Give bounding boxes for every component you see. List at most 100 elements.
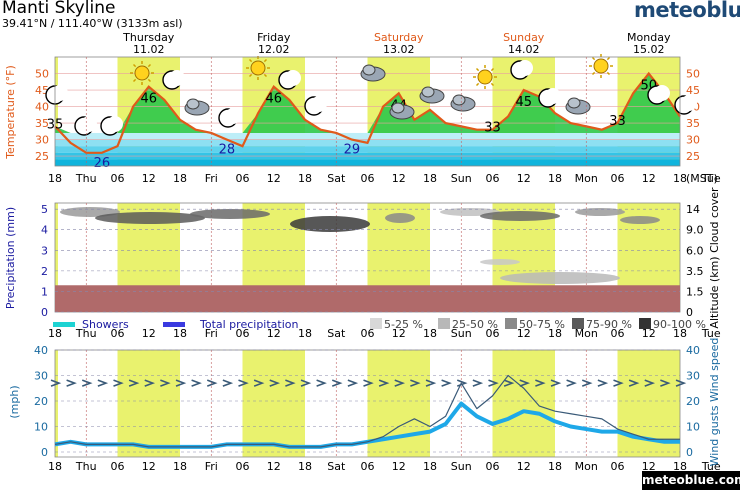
panel-frame (54, 56, 681, 167)
cloud-cover-blob (575, 208, 625, 216)
temperature-tick-left: 40 (35, 101, 49, 114)
time-tick-label: 18 (298, 172, 312, 185)
cloud-cover-legend-label: 75-90 % (586, 318, 632, 331)
wind-direction-arrow (128, 379, 140, 387)
footer-link[interactable]: meteoblue.com (642, 471, 740, 490)
day-date-label: 13.02 (383, 43, 415, 56)
time-tick-label: 12 (142, 172, 156, 185)
day-date-label: 12.02 (258, 43, 290, 56)
day-name-label: Sunday (503, 31, 545, 44)
time-tick-label: Tue (701, 172, 721, 185)
cloud-cover-blob (190, 209, 270, 219)
wind-direction-arrow (238, 379, 249, 387)
moon-icon (647, 85, 670, 105)
wind-direction-arrow (644, 379, 656, 387)
precip-tick-left: 1 (41, 285, 48, 298)
wind-direction-arrow (581, 379, 593, 387)
time-tick-label: 12 (642, 327, 656, 340)
time-tick-label: 12 (142, 327, 156, 340)
wind-direction-arrow (597, 379, 609, 387)
low-cloud-band (55, 285, 680, 312)
sun-cloud-icon (589, 54, 613, 78)
wind-direction-arrow (300, 379, 312, 387)
cloud-cover-blob (290, 216, 370, 232)
temperature-value-label: 33 (484, 121, 501, 136)
cloud-cover-blob (500, 272, 620, 284)
temperature-value-label: 45 (515, 95, 532, 110)
temperature-value-label: 28 (219, 143, 236, 158)
time-tick-label: 06 (111, 460, 125, 473)
location-coordinates: 39.41°N / 111.40°W (3133m asl) (2, 17, 183, 30)
total-precip-legend-swatch (163, 322, 185, 327)
cloud-icon (419, 86, 445, 104)
time-tick-label: 18 (673, 460, 687, 473)
wind-direction-arrow (191, 379, 202, 387)
daylight-band (492, 350, 555, 457)
time-tick-label: 18 (423, 460, 437, 473)
wind-tick-right: 0 (686, 446, 693, 459)
cloud-cover-legend-label: 5-25 % (384, 318, 423, 331)
total-precip-legend-label: Total precipitation (199, 318, 299, 331)
temperature-tick-right: 50 (686, 68, 700, 81)
time-tick-label: 12 (517, 327, 531, 340)
time-tick-label: 18 (48, 460, 62, 473)
page-title: Manti Skyline (2, 0, 116, 18)
temperature-axis-label: Temperature (°F) (4, 65, 17, 160)
cloud-cover-blob (95, 212, 205, 224)
wind-tick-right: 10 (686, 421, 700, 434)
wind-right-axis-label: Wind gusts Wind speed (708, 338, 721, 467)
time-tick-label: 18 (423, 327, 437, 340)
cloud-cover-legend-label: 25-50 % (452, 318, 498, 331)
wind-direction-arrow (394, 379, 406, 387)
cloud-cover-legend-swatch (572, 318, 584, 329)
wind-direction-arrow (566, 379, 577, 387)
wind-direction-arrow (81, 379, 93, 387)
time-tick-label: Mon (575, 327, 598, 340)
wind-direction-arrow (331, 379, 343, 387)
temperature-tick-left: 50 (35, 68, 49, 81)
wind-direction-arrow (285, 379, 296, 387)
cloud-cover-legend-swatch (639, 318, 651, 329)
time-tick-label: Sat (327, 172, 346, 185)
moon-icon (45, 85, 68, 105)
time-tick-label: 12 (517, 172, 531, 185)
time-tick-label: 06 (611, 460, 625, 473)
day-name-label: Thursday (122, 31, 175, 44)
temperature-tick-right: 45 (686, 84, 700, 97)
day-date-label: 11.02 (133, 43, 165, 56)
wind-direction-arrow (222, 379, 234, 387)
daylight-band (55, 350, 58, 457)
wind-direction-arrow (472, 379, 484, 387)
daylight-band (242, 350, 305, 457)
temperature-line (54, 71, 681, 154)
cloud-cover-legend-label: 90-100 % (653, 318, 706, 331)
wind-direction-arrow (425, 379, 437, 387)
time-tick-label: 18 (48, 172, 62, 185)
wind-direction-arrow (66, 379, 77, 387)
wind-direction-arrow (675, 379, 687, 387)
time-tick-label: 12 (267, 327, 281, 340)
time-tick-label: 12 (517, 460, 531, 473)
time-tick-label: 06 (486, 172, 500, 185)
time-tick-label: Thu (75, 327, 97, 340)
temperature-tick-left: 25 (35, 150, 49, 163)
moon-icon (218, 108, 241, 128)
moon-icon (278, 70, 301, 90)
time-tick-label: 12 (142, 460, 156, 473)
time-tick-label: Sun (451, 327, 472, 340)
cloud-icon (389, 102, 415, 120)
temperature-value-label: 46 (265, 92, 282, 107)
wind-direction-arrow (488, 379, 499, 387)
brand-logo[interactable]: meteoblue (634, 0, 740, 22)
time-tick-label: 12 (267, 172, 281, 185)
wind-direction-arrow (97, 379, 109, 387)
day-date-label: 15.02 (633, 43, 665, 56)
wind-direction-arrow (410, 379, 421, 387)
wind-tick-right: 40 (686, 344, 700, 357)
cold-temperature-band (55, 146, 680, 153)
moon-icon (538, 88, 561, 108)
wind-direction-arrow (378, 379, 390, 387)
time-tick-label: Sun (451, 172, 472, 185)
time-tick-label: 18 (173, 172, 187, 185)
cloud-cover-legend-label: 50-75 % (519, 318, 565, 331)
